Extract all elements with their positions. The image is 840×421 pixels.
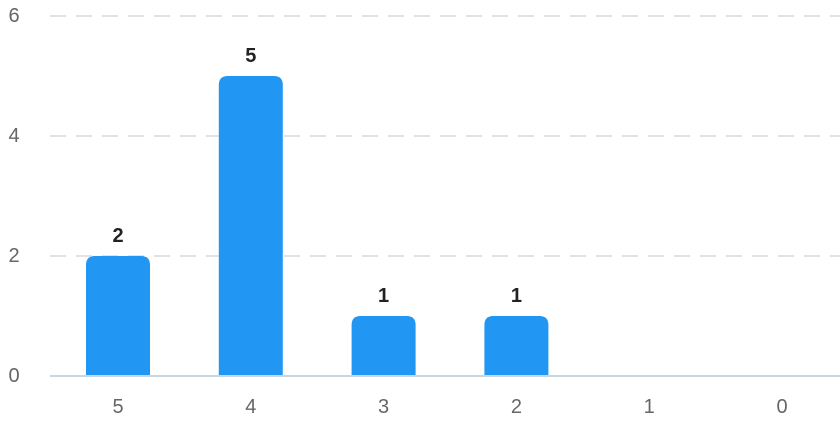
bar-value-label: 5: [245, 45, 256, 67]
bar: [218, 76, 283, 376]
y-tick-label: 4: [8, 125, 19, 147]
x-tick-label: 2: [511, 396, 522, 418]
x-tick-label: 3: [378, 396, 389, 418]
x-tick-label: 5: [112, 396, 123, 418]
x-tick-label: 4: [245, 396, 256, 418]
x-tick-label: 0: [776, 396, 787, 418]
bar-value-label: 1: [511, 285, 522, 307]
bar-value-label: 2: [112, 225, 123, 247]
bar-value-label: 1: [378, 285, 389, 307]
y-tick-label: 6: [8, 5, 19, 27]
x-axis: 5 4 3 2 1 0: [50, 375, 840, 418]
data-labels: 2 5 1 1: [112, 45, 522, 307]
bars: [86, 76, 549, 376]
bar: [484, 316, 549, 376]
y-axis: 0 2 4 6: [8, 5, 19, 387]
y-tick-label: 2: [8, 245, 19, 267]
bar: [86, 256, 150, 376]
grid-lines: [50, 15, 840, 257]
bar: [351, 316, 416, 376]
x-tick-label: 1: [644, 396, 655, 418]
y-tick-label: 0: [8, 365, 19, 387]
